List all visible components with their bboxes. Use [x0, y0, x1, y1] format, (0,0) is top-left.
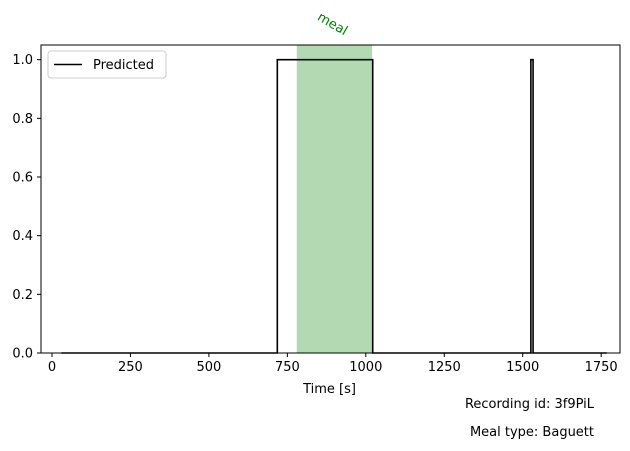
x-tick-label: 1000	[349, 360, 382, 375]
legend-label: Predicted	[93, 58, 154, 73]
y-tick-label: 0.0	[12, 347, 33, 362]
axes-frame	[40, 44, 621, 354]
legend: Predicted	[47, 50, 167, 79]
x-tick-label: 250	[118, 360, 143, 375]
y-tick-label: 1.0	[12, 53, 33, 68]
y-tick-label: 0.2	[12, 288, 33, 303]
tick-layer: 0 250 500 750 1000 1250 1500 1750 0.0 0.2 0.4 0.6 0.…	[12, 53, 617, 375]
span-layer: meal	[296, 10, 373, 353]
x-tick-label: 1250	[428, 360, 461, 375]
recording-id-text: Recording id: 3f9PiL	[464, 397, 594, 412]
x-tick-label: 0	[48, 360, 56, 375]
meal-span	[296, 45, 373, 353]
y-tick-label: 0.6	[12, 171, 33, 186]
legend-box	[47, 50, 167, 79]
x-tick-label: 1500	[506, 360, 539, 375]
y-tick-label: 0.4	[12, 229, 33, 244]
x-tick-label: 500	[196, 360, 221, 375]
y-tick-label: 0.8	[12, 112, 33, 127]
x-tick-label: 1750	[585, 360, 618, 375]
meal-type-text: Meal type: Baguett	[469, 425, 594, 440]
x-tick-label: 750	[275, 360, 300, 375]
x-axis-label: Time [s]	[302, 382, 356, 397]
meal-span-label: meal	[314, 10, 349, 39]
